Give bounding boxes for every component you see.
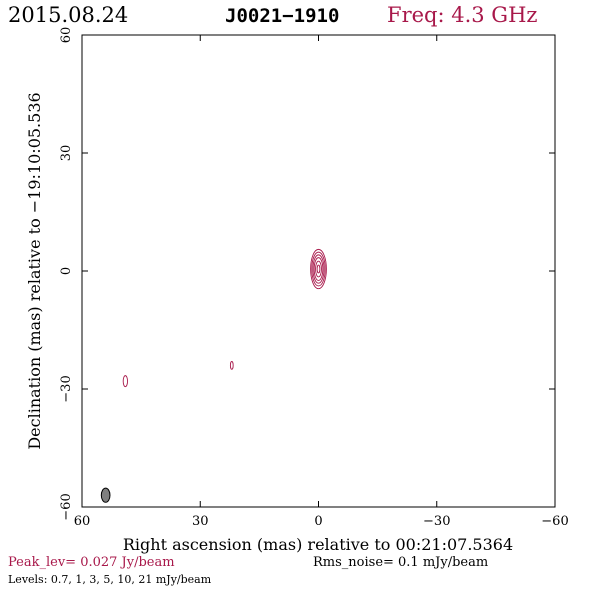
x-tick-label: 30 xyxy=(192,514,209,529)
peak-level: Peak_lev= 0.027 Jy/beam xyxy=(8,555,175,570)
y-tick-labels: −60 −30 0 30 60 xyxy=(59,27,74,521)
beam-ellipse xyxy=(100,487,111,503)
x-axis-label: Right ascension (mas) relative to 00:21:… xyxy=(123,535,513,554)
contour-ring xyxy=(313,257,324,281)
x-tick-label: 60 xyxy=(74,514,91,529)
contour-ring xyxy=(122,375,128,388)
contour-ring xyxy=(316,264,321,274)
y-axis-label: Declination (mas) relative to −19:10:05.… xyxy=(25,92,44,449)
x-tick-label: −30 xyxy=(423,514,450,529)
frequency-label: Freq: 4.3 GHz xyxy=(387,3,537,27)
rms-noise: Rms_noise= 0.1 mJy/beam xyxy=(313,555,488,570)
y-tick-label: 60 xyxy=(59,27,74,44)
observation-date: 2015.08.24 xyxy=(8,3,128,27)
y-tick-label: 0 xyxy=(59,267,74,275)
y-tick-label: −30 xyxy=(59,375,74,402)
beam-group xyxy=(100,487,111,503)
x-tick-labels: 60 30 0 −30 −60 xyxy=(74,514,569,529)
source-name: J0021−1910 xyxy=(225,5,339,27)
contour-ring xyxy=(315,260,322,278)
contour-levels: Levels: 0.7, 1, 3, 5, 10, 21 mJy/beam xyxy=(8,573,212,586)
x-tick-label: −60 xyxy=(541,514,568,529)
contour-group xyxy=(122,248,327,388)
contour-ring xyxy=(229,361,234,370)
axis-ticks xyxy=(81,34,556,508)
y-tick-label: 30 xyxy=(59,145,74,162)
contour-ring xyxy=(312,254,325,284)
contour-ring xyxy=(310,248,327,290)
x-tick-label: 0 xyxy=(314,514,322,529)
y-tick-label: −60 xyxy=(59,493,74,520)
contour-ring xyxy=(311,251,326,287)
plot-frame xyxy=(81,34,556,508)
